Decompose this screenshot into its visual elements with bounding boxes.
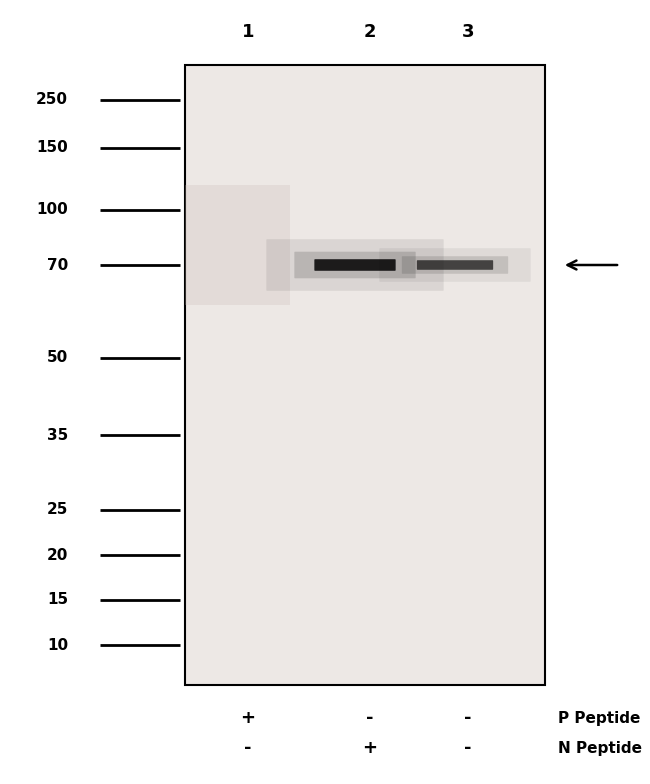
- Text: 2: 2: [364, 23, 376, 41]
- Text: 1: 1: [242, 23, 254, 41]
- Text: -: -: [464, 739, 472, 757]
- Text: N Peptide: N Peptide: [558, 741, 642, 756]
- Text: 50: 50: [47, 350, 68, 365]
- FancyBboxPatch shape: [266, 239, 444, 291]
- Text: 35: 35: [47, 427, 68, 442]
- Text: +: +: [240, 709, 255, 727]
- Text: 150: 150: [36, 140, 68, 155]
- Text: -: -: [464, 709, 472, 727]
- Text: -: -: [244, 739, 252, 757]
- Text: 3: 3: [462, 23, 474, 41]
- FancyBboxPatch shape: [417, 260, 493, 270]
- Text: 70: 70: [47, 257, 68, 273]
- Text: P Peptide: P Peptide: [558, 710, 640, 725]
- Text: 15: 15: [47, 593, 68, 608]
- Text: +: +: [363, 739, 378, 757]
- Text: 25: 25: [47, 503, 68, 517]
- Text: 20: 20: [47, 547, 68, 562]
- Bar: [185, 185, 290, 305]
- Bar: [185, 65, 545, 685]
- FancyBboxPatch shape: [294, 252, 415, 278]
- Text: -: -: [366, 709, 374, 727]
- FancyBboxPatch shape: [315, 260, 396, 270]
- Text: 10: 10: [47, 637, 68, 652]
- Text: 100: 100: [36, 202, 68, 217]
- Text: 250: 250: [36, 93, 68, 107]
- FancyBboxPatch shape: [380, 249, 530, 281]
- FancyBboxPatch shape: [402, 256, 508, 274]
